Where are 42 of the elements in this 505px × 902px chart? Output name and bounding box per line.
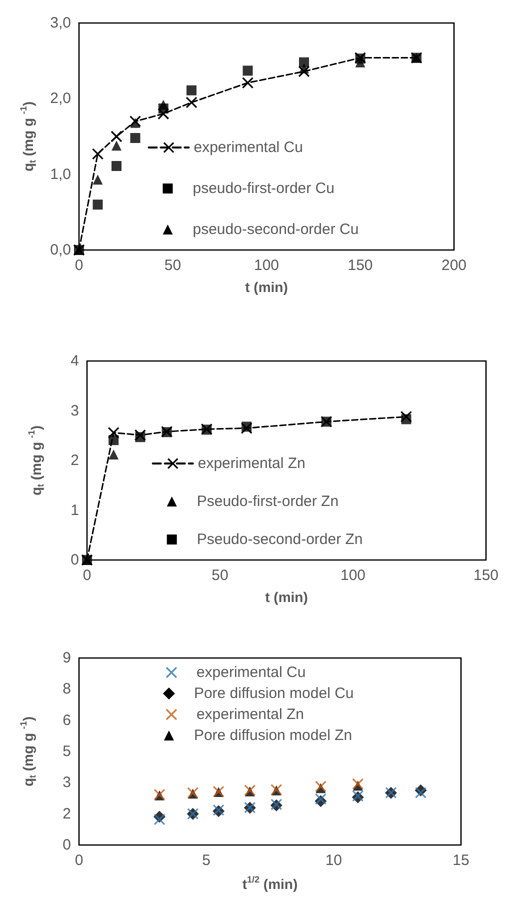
y-tick-label: 3 bbox=[62, 774, 71, 792]
x-tick-label: 5 bbox=[202, 852, 211, 869]
x-tick-label: 50 bbox=[212, 567, 228, 584]
y-tick-label: 0,0 bbox=[50, 242, 71, 258]
legend-label: Pore diffusion model Cu bbox=[194, 685, 354, 702]
y-tick-label: 0 bbox=[62, 836, 71, 854]
x-tick-label: 10 bbox=[325, 852, 342, 869]
y-axis-title: qt (mg g -1) bbox=[18, 716, 38, 787]
y-tick-label: 2 bbox=[70, 452, 79, 469]
y-tick-label: 3,0 bbox=[50, 14, 71, 32]
legend-label: experimental Zn bbox=[198, 455, 306, 472]
legend-label: pseudo-second-order Cu bbox=[192, 221, 359, 238]
y-tick-label: 4 bbox=[70, 352, 79, 370]
x-tick-label: 200 bbox=[441, 257, 467, 274]
y-tick-label: 8 bbox=[62, 680, 71, 698]
legend-label: experimental Cu bbox=[194, 139, 303, 156]
x-tick-label: 50 bbox=[164, 257, 182, 274]
y-tick-label: 3 bbox=[70, 402, 79, 420]
x-tick-label: 100 bbox=[254, 257, 280, 274]
y-tick-label: 2,0 bbox=[50, 90, 71, 108]
y-tick-label: 9 bbox=[62, 650, 71, 666]
y-tick-label: 1,0 bbox=[50, 166, 71, 183]
legend-label: experimental Cu bbox=[196, 664, 306, 681]
x-tick-label: 0 bbox=[82, 567, 92, 584]
y-axis-title: qt (mg g -1) bbox=[26, 425, 46, 496]
y-axis-title: qt (mg g -1) bbox=[18, 101, 38, 172]
y-tick-label: 1 bbox=[70, 502, 79, 519]
x-axis-title: t (min) bbox=[265, 589, 308, 605]
x-tick-label: 150 bbox=[473, 567, 499, 584]
legend-label: pseudo-first-order Cu bbox=[192, 180, 334, 197]
x-tick-label: 150 bbox=[348, 257, 373, 274]
y-tick-label: 0 bbox=[70, 552, 79, 568]
y-tick-label: 6 bbox=[62, 712, 71, 729]
x-tick-label: 100 bbox=[340, 567, 366, 584]
legend-label: Pore diffusion model Zn bbox=[194, 727, 352, 744]
x-axis-title: t (min) bbox=[245, 279, 288, 295]
y-tick-label: 5 bbox=[62, 743, 71, 760]
legend-label: experimental Zn bbox=[196, 706, 304, 723]
legend-label: Pseudo-first-order Zn bbox=[196, 493, 339, 510]
legend-label: Pseudo-second-order Zn bbox=[196, 531, 363, 548]
x-tick-label: 15 bbox=[452, 852, 470, 869]
y-tick-label: 2 bbox=[62, 805, 71, 822]
